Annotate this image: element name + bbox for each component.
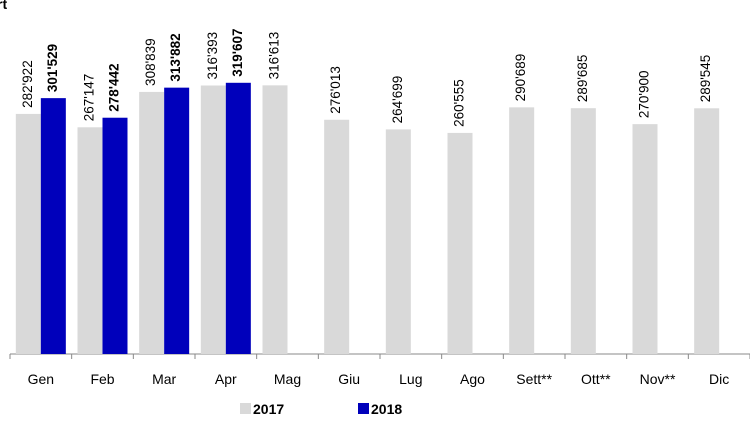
value-label: 282'922 bbox=[20, 60, 35, 108]
bar bbox=[324, 119, 350, 354]
bar bbox=[385, 129, 411, 354]
bar bbox=[102, 117, 128, 354]
bar bbox=[139, 91, 165, 355]
bar bbox=[694, 108, 720, 354]
chart-title: rt bbox=[0, 0, 7, 12]
x-tick-label: Giu bbox=[338, 371, 360, 387]
bar bbox=[40, 98, 66, 354]
bar bbox=[225, 82, 251, 354]
x-tick-label: Lug bbox=[399, 371, 422, 387]
x-tick-label: Ago bbox=[460, 371, 485, 387]
value-label: 276'013 bbox=[328, 66, 343, 114]
bar bbox=[447, 132, 473, 354]
x-tick-label: Ott** bbox=[581, 371, 611, 387]
value-label: 260'555 bbox=[452, 79, 467, 127]
bar bbox=[164, 87, 190, 354]
x-tick-label: Mar bbox=[152, 371, 176, 387]
legend-swatch bbox=[240, 403, 251, 414]
bar bbox=[262, 85, 288, 355]
value-label: 270'900 bbox=[637, 70, 652, 118]
value-label: 290'689 bbox=[513, 54, 528, 102]
value-label: 316'393 bbox=[205, 32, 220, 80]
value-label: 319'607 bbox=[230, 29, 245, 77]
legend-label: 2018 bbox=[371, 401, 402, 417]
value-label: 289'545 bbox=[698, 55, 713, 103]
bar bbox=[570, 108, 596, 355]
x-tick-label: Dic bbox=[709, 371, 729, 387]
legend-swatch bbox=[358, 403, 369, 414]
value-label: 278'442 bbox=[107, 63, 122, 111]
x-tick-label: Mag bbox=[274, 371, 301, 387]
value-label: 308'839 bbox=[143, 38, 158, 86]
value-label: 264'699 bbox=[390, 76, 405, 124]
value-label: 301'529 bbox=[45, 44, 60, 92]
x-tick-label: Sett** bbox=[516, 371, 552, 387]
x-tick-label: Gen bbox=[28, 371, 54, 387]
bar bbox=[509, 107, 535, 354]
value-label: 316'613 bbox=[267, 32, 282, 80]
bar bbox=[15, 113, 41, 354]
value-label: 289'685 bbox=[575, 55, 590, 103]
x-tick-label: Nov** bbox=[640, 371, 676, 387]
legend-label: 2017 bbox=[253, 401, 284, 417]
bar bbox=[200, 85, 226, 354]
value-label: 313'882 bbox=[168, 33, 183, 81]
x-tick-label: Apr bbox=[215, 371, 237, 387]
x-tick-label: Feb bbox=[90, 371, 114, 387]
bar bbox=[632, 124, 658, 354]
value-label: 267'147 bbox=[82, 74, 97, 122]
bar bbox=[77, 127, 103, 354]
